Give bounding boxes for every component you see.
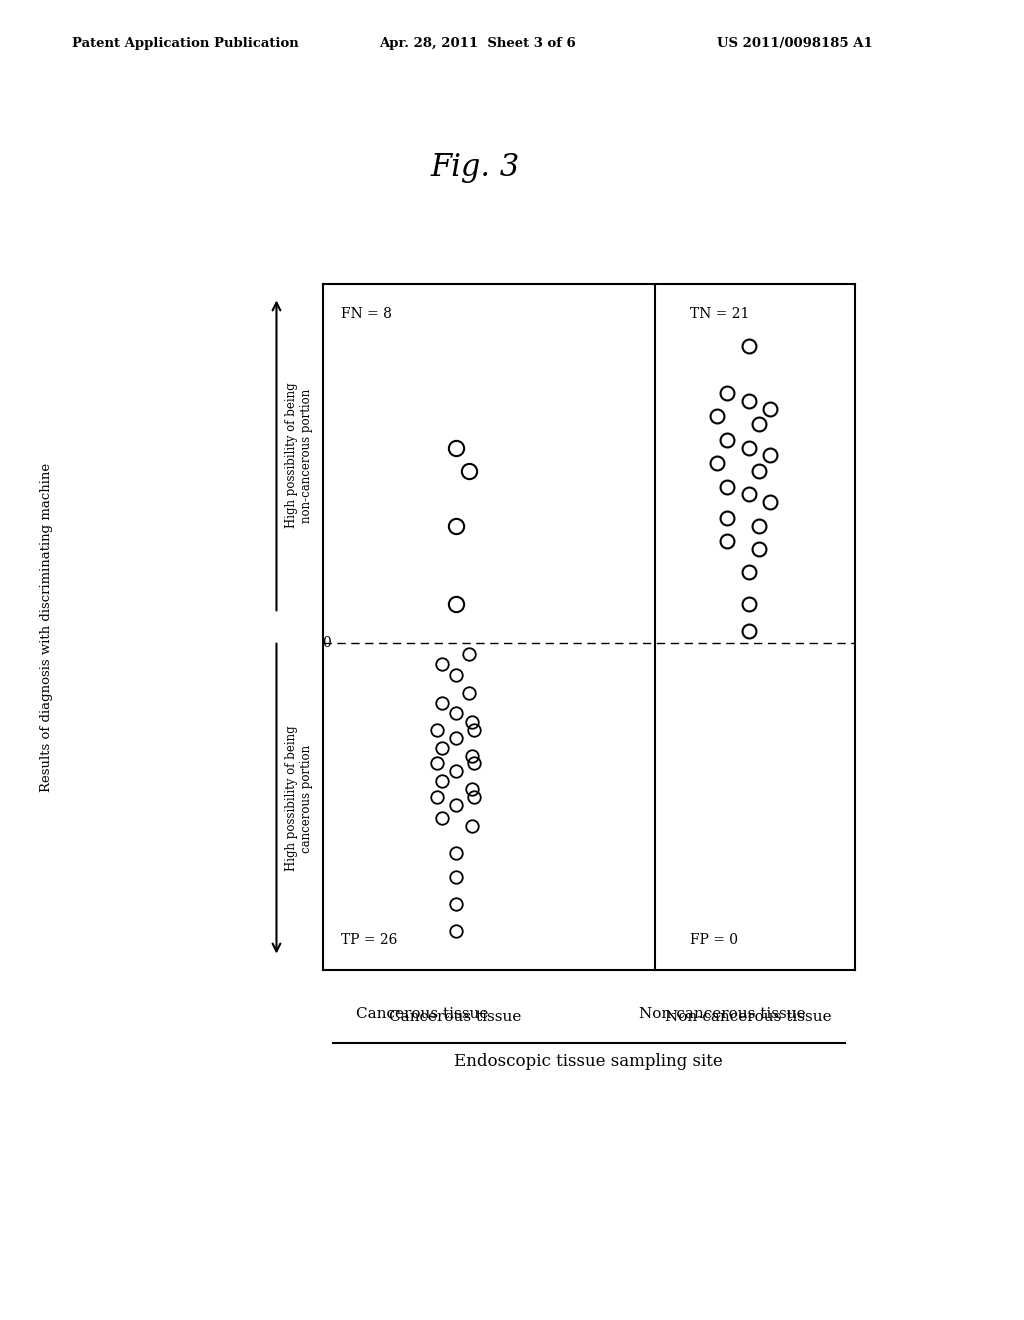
Text: Cancerous tissue: Cancerous tissue <box>356 1007 488 1022</box>
Text: Non-cancerous tissue: Non-cancerous tissue <box>639 1007 805 1022</box>
Text: Results of diagnosis with discriminating machine: Results of diagnosis with discriminating… <box>40 462 52 792</box>
Text: Apr. 28, 2011  Sheet 3 of 6: Apr. 28, 2011 Sheet 3 of 6 <box>379 37 575 50</box>
Text: High possibility of being
non-cancerous portion: High possibility of being non-cancerous … <box>285 383 313 528</box>
Text: US 2011/0098185 A1: US 2011/0098185 A1 <box>717 37 872 50</box>
Text: Patent Application Publication: Patent Application Publication <box>72 37 298 50</box>
Text: Cancerous tissue: Cancerous tissue <box>389 1010 522 1024</box>
Text: TP = 26: TP = 26 <box>341 933 397 946</box>
Text: Non-cancerous tissue: Non-cancerous tissue <box>666 1010 831 1024</box>
Text: TN = 21: TN = 21 <box>690 308 750 321</box>
Text: FP = 0: FP = 0 <box>690 933 738 946</box>
Text: Fig. 3: Fig. 3 <box>430 152 519 182</box>
Text: Endoscopic tissue sampling site: Endoscopic tissue sampling site <box>455 1053 723 1071</box>
Text: High possibility of being
cancerous portion: High possibility of being cancerous port… <box>285 726 313 871</box>
Text: 0: 0 <box>323 636 332 649</box>
Text: FN = 8: FN = 8 <box>341 308 392 321</box>
